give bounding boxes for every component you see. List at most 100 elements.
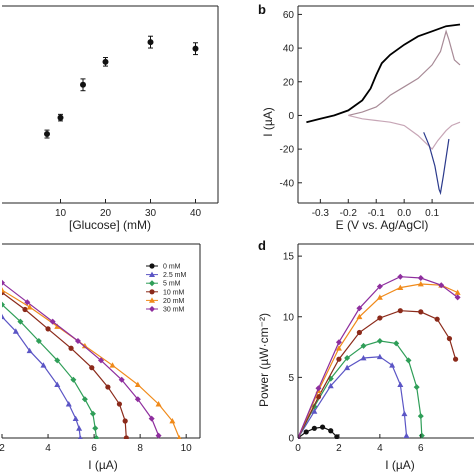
panel-a-x-tick-label: 10 xyxy=(55,208,67,219)
panel-d-data-point xyxy=(327,382,334,389)
panel-c-x-tick-label: 2 xyxy=(0,443,5,454)
panel-d-data-point xyxy=(303,429,309,435)
panel-c-data-point xyxy=(105,384,111,390)
panel-c-data-point xyxy=(134,396,141,403)
panel-c-data-point xyxy=(2,313,5,320)
panel-c-legend-entry: 10 mM xyxy=(163,289,185,296)
panel-c-data-point xyxy=(93,435,100,439)
panel-d-data-point xyxy=(328,428,334,434)
panel-c-data-point xyxy=(78,435,83,439)
panel-c-series-line xyxy=(2,292,127,439)
panel-b-y-tick-label: 0 xyxy=(288,111,294,122)
panel-d-y-tick-label: 15 xyxy=(283,252,295,263)
panel-d-data-point xyxy=(389,362,396,368)
panel-c-data-point xyxy=(134,381,141,388)
panel-c-data-point xyxy=(81,396,88,403)
panel-c-data-point xyxy=(81,342,88,349)
panel-c-data-point xyxy=(26,304,33,310)
panel-c-data-point xyxy=(177,435,182,439)
panel-b-y-tick-label: 40 xyxy=(283,44,295,55)
panel-d-data-point xyxy=(319,424,326,430)
panel-c-data-point xyxy=(92,425,99,432)
panel-c-data-point xyxy=(122,418,128,424)
panel-c-data-point xyxy=(76,425,83,431)
panel-d-data-point xyxy=(397,381,404,388)
panel-d-data-point xyxy=(418,309,424,315)
panel-c-data-point xyxy=(89,410,96,417)
panel-c-data-point xyxy=(26,347,33,354)
panel-d-series-line xyxy=(298,283,458,439)
panel-d-data-point xyxy=(315,394,322,400)
panel-d-data-point xyxy=(356,305,363,312)
panel-c-data-point xyxy=(65,401,72,407)
panel-c-data-point xyxy=(169,418,176,424)
panel-c-data-point xyxy=(35,338,42,344)
panel-d-data-point xyxy=(376,294,383,300)
panel-b-y-tick-label: -40 xyxy=(280,178,295,189)
panel-c-legend-marker xyxy=(149,263,155,269)
panel-d-x-axis-label: I (µA) xyxy=(385,458,415,472)
panel-b-series-line xyxy=(306,23,461,124)
panel-c-data-point xyxy=(89,365,95,371)
panel-c-data-point xyxy=(54,381,61,388)
panel-d-x-tick-label: 0 xyxy=(295,443,301,454)
panel-d-data-point xyxy=(311,425,317,431)
panel-d-series-line xyxy=(298,340,423,439)
panel-d-data-point xyxy=(334,434,340,439)
panel-d-y-tick-label: 0 xyxy=(288,434,294,445)
panel-c-legend-entry: 20 mM xyxy=(163,298,185,305)
panel-d-data-point xyxy=(454,294,461,301)
panel-b-x-axis-label: E (V vs. Ag/AgCl) xyxy=(336,218,429,232)
panel-d-series-line xyxy=(298,356,408,439)
panel-c-x-tick-label: 10 xyxy=(181,443,193,454)
panel-c-data-point xyxy=(109,362,116,368)
panel-d-data-point xyxy=(360,354,367,361)
panel-d-data-point xyxy=(344,364,351,371)
panel-d-data-point xyxy=(377,315,383,321)
panel-b-y-axis-label: I (µA) xyxy=(261,107,275,137)
panel-c-legend-entry: 5 mM xyxy=(163,281,181,288)
panel-c-data-point xyxy=(118,376,125,383)
panel-c-data-point xyxy=(148,415,155,422)
panel-a-data-point xyxy=(102,58,109,65)
panel-c-data-point xyxy=(72,415,79,421)
panel-d-label: d xyxy=(258,238,266,253)
panel-d-data-point xyxy=(356,313,363,320)
panel-c-data-point xyxy=(54,323,61,329)
panel-d-data-point xyxy=(438,282,445,289)
panel-d-data-point xyxy=(315,385,322,392)
panel-c-data-point xyxy=(45,326,51,332)
panel-d-data-point xyxy=(417,413,424,420)
panel-c-x-tick-label: 4 xyxy=(45,443,51,454)
panel-b-series-line xyxy=(348,114,461,151)
panel-c-data-point xyxy=(22,306,28,313)
panel-d-data-point xyxy=(311,408,318,414)
panel-d-data-point xyxy=(376,283,383,290)
panel-d-data-point xyxy=(335,339,342,346)
panel-a-data-point xyxy=(192,45,199,52)
panel-c-data-point xyxy=(123,435,129,439)
panel-d-data-point xyxy=(376,338,383,344)
panel-d-data-point xyxy=(335,345,342,351)
panel-b-y-tick-label: 60 xyxy=(283,10,295,21)
panel-d-data-point xyxy=(417,274,424,281)
panel-c-x-tick-label: 6 xyxy=(91,443,97,454)
panel-c-data-point xyxy=(2,279,5,286)
panel-b-x-tick-label: -0.2 xyxy=(340,208,358,219)
panel-c-data-point xyxy=(98,357,104,364)
panel-c-series-line xyxy=(2,282,160,436)
panel-d-x-tick-label: 2 xyxy=(336,443,342,454)
panel-b-x-tick-label: 0.1 xyxy=(425,208,439,219)
panel-d-data-point xyxy=(397,308,403,314)
panel-a-x-axis-label: [Glucose] (mM) xyxy=(69,218,151,232)
panel-c-legend-entry: 0 mM xyxy=(163,264,181,271)
panel-d-data-point xyxy=(413,384,420,391)
panel-d-y-tick-label: 10 xyxy=(283,312,295,323)
panel-b-x-tick-label: -0.3 xyxy=(312,208,330,219)
panel-d-data-point xyxy=(454,289,461,295)
panel-d-data-point xyxy=(452,356,459,362)
panel-a-data-point xyxy=(57,114,64,121)
panel-b-series-line xyxy=(348,29,461,116)
panel-d-y-tick-label: 5 xyxy=(288,373,294,384)
